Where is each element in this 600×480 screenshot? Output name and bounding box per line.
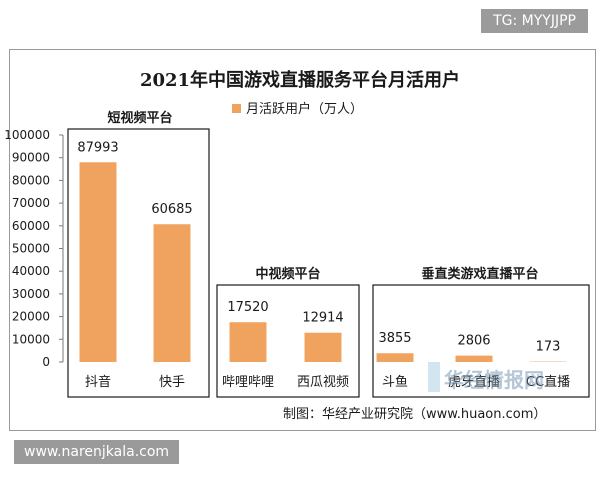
bar: [79, 162, 117, 362]
group-label: 中视频平台: [255, 266, 320, 282]
watermark-url-tag: www.narenjkala.com: [14, 440, 180, 464]
bar: [229, 322, 267, 362]
chart-title: 2021年中国游戏直播服务平台月活用户: [140, 69, 460, 91]
data-label: 87993: [77, 140, 118, 155]
y-tick-label: 20000: [12, 310, 50, 324]
y-tick-label: 60000: [12, 219, 50, 233]
y-tick-label: 30000: [12, 287, 50, 301]
y-tick-label: 70000: [12, 196, 50, 210]
x-tick-label: 抖音: [85, 374, 111, 390]
bars: [79, 162, 567, 362]
y-tick-label: 40000: [12, 264, 50, 278]
chart-frame: [9, 49, 596, 431]
y-tick-label: 90000: [12, 151, 50, 165]
data-label: 17520: [227, 300, 268, 315]
group-label: 短视频平台: [107, 110, 172, 126]
x-tick-label: 快手: [159, 375, 185, 390]
bar: [153, 224, 191, 362]
x-tick-label: 虎牙直播: [448, 375, 500, 390]
group-box: [216, 284, 360, 398]
bar: [376, 353, 414, 362]
data-label: 3855: [378, 331, 411, 346]
group-box: [372, 284, 590, 398]
legend-swatch: [232, 104, 241, 113]
y-tick-label: 10000: [12, 332, 50, 346]
bar: [304, 332, 342, 362]
x-tick-label: 哔哩哔哩: [222, 375, 274, 390]
watermark-telegram-tag: TG: MYYJJPP: [481, 9, 588, 33]
category-labels: 抖音 快手 哔哩哔哩 西瓜视频 斗鱼 虎牙直播 CC直播: [85, 374, 570, 390]
group-box: [67, 128, 210, 398]
huajing-logo-text: 华经情报网: [444, 368, 544, 392]
y-tick-label: 100000: [4, 128, 50, 142]
y-tick-label: 0: [42, 355, 50, 369]
data-label: 173: [536, 340, 561, 355]
source-note: 制图：华经产业研究院（www.huaon.com）: [283, 407, 546, 422]
data-label: 12914: [302, 311, 343, 326]
data-label: 60685: [151, 202, 192, 217]
huajing-logo: 华经情报网: [428, 362, 544, 392]
y-tick-label: 50000: [12, 242, 50, 256]
legend-label: 月活跃用户（万人）: [246, 101, 363, 117]
group-label: 垂直类游戏直播平台: [421, 266, 538, 282]
value-labels: 87993 60685 17520 12914 3855 2806 173: [77, 140, 560, 354]
y-axis-ticks: 1000009000080000700006000050000400003000…: [4, 128, 63, 369]
bar: [455, 355, 493, 362]
x-tick-label: 斗鱼: [382, 374, 408, 390]
x-tick-label: 西瓜视频: [297, 375, 349, 390]
y-tick-label: 80000: [12, 173, 50, 187]
data-label: 2806: [457, 334, 490, 349]
x-tick-label: CC直播: [526, 375, 570, 390]
